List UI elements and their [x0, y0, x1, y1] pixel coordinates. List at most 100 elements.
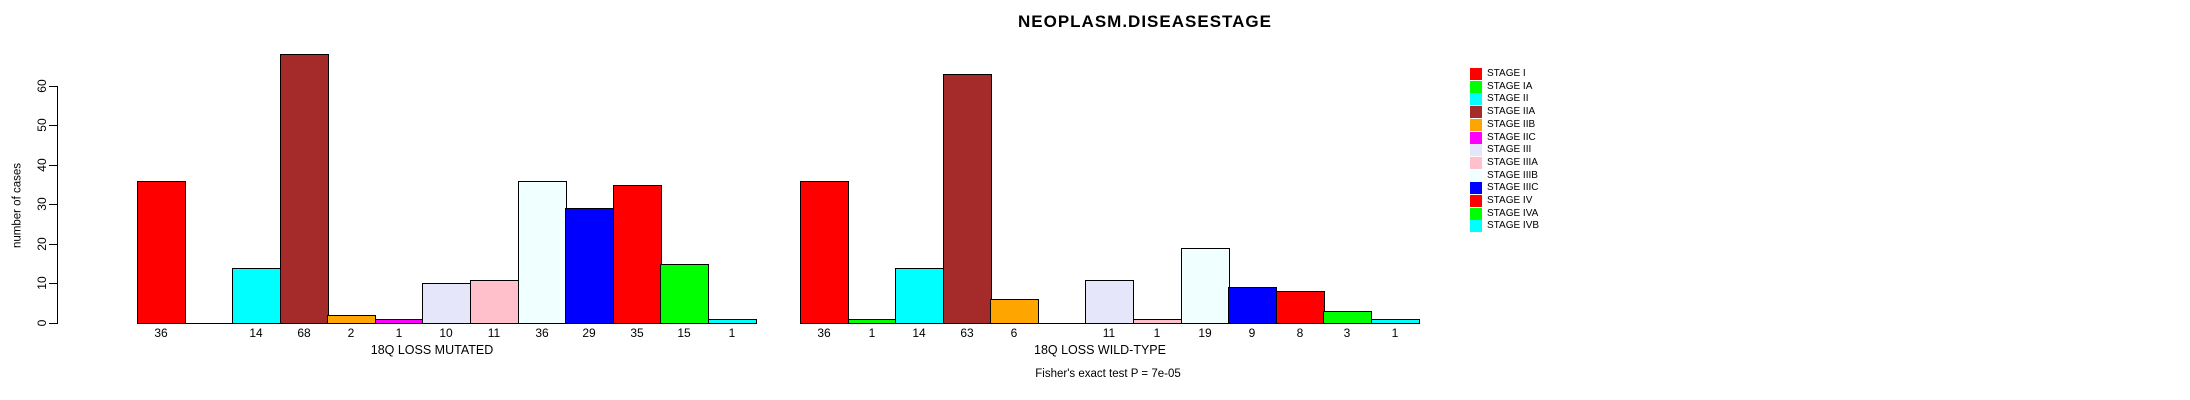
legend-swatch: [1470, 93, 1482, 105]
bar: [1228, 287, 1277, 324]
y-tick: [49, 204, 57, 205]
legend-swatch: [1470, 195, 1482, 207]
legend-swatch: [1470, 220, 1482, 232]
bar-value-label: 1: [1391, 326, 1399, 340]
fisher-test-label: Fisher's exact test P = 7e-05: [1035, 368, 1181, 380]
bar-value-label: 15: [677, 326, 691, 340]
legend-swatch: [1470, 182, 1482, 194]
legend-entry: STAGE IIA: [1470, 106, 1590, 119]
group-x-label: 18Q LOSS WILD-TYPE: [1034, 343, 1166, 357]
legend-swatch: [1470, 132, 1482, 144]
bar: [375, 319, 424, 324]
legend-label: STAGE IIA: [1487, 106, 1536, 117]
bar: [848, 319, 897, 324]
bar: [943, 74, 992, 324]
bar-value-label: 11: [1102, 326, 1116, 340]
bar-value-label: 1: [1153, 326, 1161, 340]
bar: [1133, 319, 1182, 324]
legend-entry: STAGE IIB: [1470, 119, 1590, 132]
y-axis-label: number of cases: [11, 163, 24, 249]
legend-entry: STAGE IIIB: [1470, 170, 1590, 183]
legend-swatch: [1470, 144, 1482, 156]
bar-value-label: 11: [487, 326, 501, 340]
legend-label: STAGE IIB: [1487, 119, 1536, 130]
chart-title: NEOPLASM.DISEASESTAGE: [1018, 12, 1272, 31]
bar-value-label: 36: [817, 326, 831, 340]
bar-value-label: 35: [630, 326, 644, 340]
legend-label: STAGE IV: [1487, 195, 1533, 206]
legend-swatch: [1470, 106, 1482, 118]
y-tick: [49, 244, 57, 245]
legend-label: STAGE II: [1487, 93, 1529, 104]
bar: [422, 283, 471, 324]
bar: [613, 185, 662, 324]
bar-value-label: 6: [1010, 326, 1018, 340]
bar-value-label: 1: [868, 326, 876, 340]
y-tick-label: 60: [35, 79, 49, 93]
bar-value-label: 68: [297, 326, 311, 340]
y-tick-label: 30: [35, 197, 49, 211]
legend-entry: STAGE I: [1470, 68, 1590, 81]
legend-label: STAGE IVA: [1487, 208, 1539, 219]
legend-entry: STAGE IV: [1470, 195, 1590, 208]
legend-entry: STAGE II: [1470, 93, 1590, 106]
bar: [565, 208, 614, 324]
legend-label: STAGE I: [1487, 68, 1526, 79]
bar: [280, 54, 329, 324]
bar: [232, 268, 281, 324]
bar: [137, 181, 186, 324]
y-tick-label: 50: [35, 118, 49, 132]
bar: [1181, 248, 1230, 324]
legend-label: STAGE IA: [1487, 81, 1533, 92]
legend-swatch: [1470, 157, 1482, 169]
legend-label: STAGE IIIC: [1487, 182, 1539, 193]
bar-value-label: 9: [1248, 326, 1256, 340]
y-tick: [49, 323, 57, 324]
bar-value-label: 1: [728, 326, 736, 340]
legend-label: STAGE III: [1487, 144, 1532, 155]
legend-entry: STAGE IIIA: [1470, 157, 1590, 170]
bar-value-label: 14: [249, 326, 263, 340]
legend-label: STAGE IIC: [1487, 132, 1536, 143]
y-tick: [49, 283, 57, 284]
bar: [895, 268, 944, 324]
y-tick-label: 0: [35, 319, 49, 327]
bar-value-label: 8: [1296, 326, 1304, 340]
y-axis-line: [57, 86, 58, 324]
y-tick: [49, 165, 57, 166]
bar: [518, 181, 567, 324]
legend-entry: STAGE IVB: [1470, 220, 1590, 233]
bar-value-label: 19: [1198, 326, 1212, 340]
legend-entry: STAGE IVA: [1470, 208, 1590, 221]
legend-label: STAGE IIIA: [1487, 157, 1538, 168]
y-tick: [49, 86, 57, 87]
bar: [660, 264, 709, 324]
bar: [1276, 291, 1325, 324]
bar-value-label: 1: [395, 326, 403, 340]
legend-entry: STAGE IIC: [1470, 132, 1590, 145]
bar-value-label: 3: [1343, 326, 1351, 340]
bar-value-label: 63: [960, 326, 974, 340]
legend-swatch: [1470, 208, 1482, 220]
legend-entry: STAGE IA: [1470, 81, 1590, 94]
legend-swatch: [1470, 170, 1482, 182]
bar: [327, 315, 376, 324]
y-tick-label: 40: [35, 158, 49, 172]
bar: [990, 299, 1039, 324]
legend-swatch: [1470, 119, 1482, 131]
legend-swatch: [1470, 81, 1482, 93]
bar: [1085, 280, 1134, 324]
bar-value-label: 10: [439, 326, 453, 340]
bar: [1323, 311, 1372, 324]
legend-label: STAGE IVB: [1487, 220, 1540, 231]
y-tick-label: 20: [35, 237, 49, 251]
bar-value-label: 29: [582, 326, 596, 340]
bar: [470, 280, 519, 324]
bar-value-label: 36: [154, 326, 168, 340]
bar-value-label: 2: [347, 326, 355, 340]
legend-entry: STAGE IIIC: [1470, 182, 1590, 195]
group-x-label: 18Q LOSS MUTATED: [370, 343, 494, 357]
legend-swatch: [1470, 68, 1482, 80]
bar-value-label: 36: [535, 326, 549, 340]
